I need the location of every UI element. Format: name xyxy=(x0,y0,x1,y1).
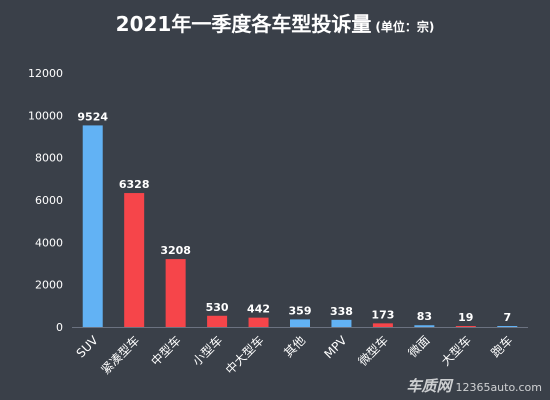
x-tick-label: 其他 xyxy=(281,333,308,360)
bar-3 xyxy=(165,259,186,327)
x-tick-label: 微面 xyxy=(406,333,433,360)
y-tick-label: 4000 xyxy=(35,236,63,249)
bar-2 xyxy=(124,193,145,327)
data-label: 7 xyxy=(503,311,511,324)
y-tick-label: 8000 xyxy=(35,152,63,165)
data-label: 83 xyxy=(417,310,432,323)
data-label: 338 xyxy=(330,305,353,318)
bar-9 xyxy=(414,325,435,327)
x-tick-label: 中型车 xyxy=(148,333,184,369)
data-label: 9524 xyxy=(77,110,108,123)
x-tick-label: 大型车 xyxy=(438,333,474,369)
x-tick-label: MPV xyxy=(321,333,350,362)
x-tick-label: 紧凑型车 xyxy=(98,333,143,378)
x-tick-label: SUV xyxy=(74,333,102,361)
data-label: 6328 xyxy=(119,178,150,191)
chart-title: 2021年一季度各车型投诉量 xyxy=(115,12,372,36)
data-label: 530 xyxy=(206,301,229,314)
data-label: 173 xyxy=(371,308,394,321)
y-tick-label: 10000 xyxy=(28,109,63,122)
bar-11 xyxy=(497,326,518,327)
y-tick-label: 2000 xyxy=(35,279,63,292)
y-tick-label: 12000 xyxy=(28,67,63,80)
data-label: 359 xyxy=(289,304,312,317)
x-tick-label: 跑车 xyxy=(488,333,516,361)
bar-6 xyxy=(290,319,310,327)
x-tick-label: 微型车 xyxy=(355,333,391,369)
bar-1 xyxy=(82,125,103,328)
watermark-brand: 车质网 xyxy=(406,377,452,395)
data-label: 19 xyxy=(458,311,473,324)
bar-7 xyxy=(331,319,352,327)
y-tick-label: 6000 xyxy=(35,194,63,207)
watermark: 车质网 12365auto.com xyxy=(406,375,542,396)
data-label: 3208 xyxy=(160,244,191,257)
chart-title-block: 2021年一季度各车型投诉量 (单位：宗) xyxy=(0,8,550,37)
bar-10 xyxy=(455,326,476,327)
bar-4 xyxy=(207,315,228,327)
x-tick-label: 小型车 xyxy=(189,333,225,369)
unit-note: (单位：宗) xyxy=(375,20,435,34)
y-tick-label: 0 xyxy=(56,321,63,334)
x-tick-label: 中大型车 xyxy=(222,333,267,378)
watermark-site: 12365auto.com xyxy=(455,381,542,394)
bar-8 xyxy=(372,323,393,327)
bar-5 xyxy=(248,317,269,327)
data-label: 442 xyxy=(247,303,270,316)
